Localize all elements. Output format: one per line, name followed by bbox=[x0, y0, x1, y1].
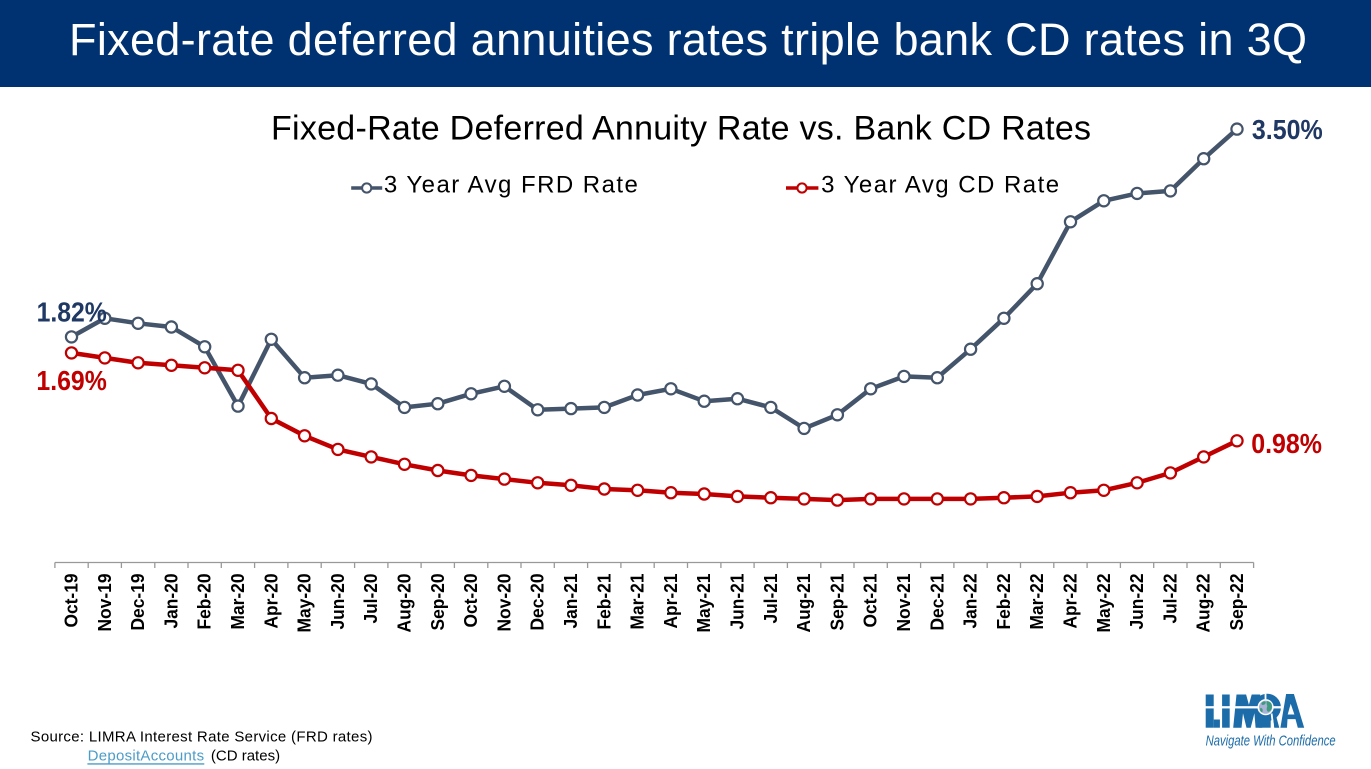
svg-text:Navigate With Confidence: Navigate With Confidence bbox=[1206, 733, 1336, 750]
svg-text:Dec-20: Dec-20 bbox=[528, 574, 548, 631]
svg-text:Fixed-Rate Deferred Annuity Ra: Fixed-Rate Deferred Annuity Rate vs. Ban… bbox=[271, 110, 1091, 148]
svg-text:1.82%: 1.82% bbox=[37, 297, 107, 328]
svg-text:Oct-19: Oct-19 bbox=[62, 574, 82, 628]
svg-text:(CD rates): (CD rates) bbox=[211, 747, 280, 764]
svg-text:Apr-21: Apr-21 bbox=[661, 574, 681, 629]
svg-text:Feb-22: Feb-22 bbox=[994, 574, 1014, 630]
svg-text:Jul-20: Jul-20 bbox=[361, 574, 381, 624]
svg-text:Jan-21: Jan-21 bbox=[561, 574, 581, 629]
svg-text:Feb-20: Feb-20 bbox=[195, 574, 215, 630]
svg-text:May-20: May-20 bbox=[295, 574, 315, 633]
svg-text:Aug-20: Aug-20 bbox=[395, 574, 415, 633]
svg-text:3 Year Avg CD Rate: 3 Year Avg CD Rate bbox=[821, 171, 1059, 198]
svg-text:Jul-21: Jul-21 bbox=[761, 574, 781, 624]
svg-text:Dec-21: Dec-21 bbox=[927, 574, 947, 631]
svg-text:Apr-20: Apr-20 bbox=[261, 574, 281, 629]
svg-text:1.69%: 1.69% bbox=[36, 365, 106, 396]
svg-text:Feb-21: Feb-21 bbox=[594, 574, 614, 630]
svg-text:3.50%: 3.50% bbox=[1252, 114, 1323, 145]
svg-text:Dec-19: Dec-19 bbox=[128, 574, 148, 631]
svg-text:Sep-20: Sep-20 bbox=[428, 574, 448, 631]
svg-text:May-21: May-21 bbox=[694, 574, 714, 633]
svg-text:Oct-20: Oct-20 bbox=[461, 574, 481, 628]
svg-text:Fixed-rate deferred annuities: Fixed-rate deferred annuities rates trip… bbox=[69, 14, 1307, 65]
svg-text:Jun-22: Jun-22 bbox=[1127, 574, 1147, 630]
svg-text:Aug-21: Aug-21 bbox=[794, 574, 814, 633]
svg-text:Mar-22: Mar-22 bbox=[1027, 574, 1047, 630]
svg-text:Sep-21: Sep-21 bbox=[827, 574, 847, 631]
svg-text:Jan-20: Jan-20 bbox=[161, 574, 181, 629]
svg-text:Jan-22: Jan-22 bbox=[961, 574, 981, 629]
svg-text:Nov-19: Nov-19 bbox=[95, 574, 115, 632]
svg-text:Nov-20: Nov-20 bbox=[494, 574, 514, 632]
svg-text:3 Year Avg FRD Rate: 3 Year Avg FRD Rate bbox=[384, 171, 638, 198]
svg-text:DepositAccounts: DepositAccounts bbox=[88, 747, 205, 764]
svg-text:Jun-21: Jun-21 bbox=[728, 574, 748, 630]
svg-text:Mar-21: Mar-21 bbox=[628, 574, 648, 630]
svg-text:Aug-22: Aug-22 bbox=[1194, 574, 1214, 633]
svg-text:Source: LIMRA Interest Rate Se: Source: LIMRA Interest Rate Service (FRD… bbox=[31, 729, 373, 746]
svg-text:Oct-21: Oct-21 bbox=[861, 574, 881, 628]
svg-text:Apr-22: Apr-22 bbox=[1061, 574, 1081, 629]
svg-text:Sep-22: Sep-22 bbox=[1227, 574, 1247, 631]
svg-text:0.98%: 0.98% bbox=[1251, 428, 1322, 459]
svg-text:May-22: May-22 bbox=[1094, 574, 1114, 633]
svg-text:Nov-21: Nov-21 bbox=[894, 574, 914, 632]
svg-text:Jul-22: Jul-22 bbox=[1160, 574, 1180, 624]
svg-text:Mar-20: Mar-20 bbox=[228, 574, 248, 630]
svg-text:Jun-20: Jun-20 bbox=[328, 574, 348, 630]
